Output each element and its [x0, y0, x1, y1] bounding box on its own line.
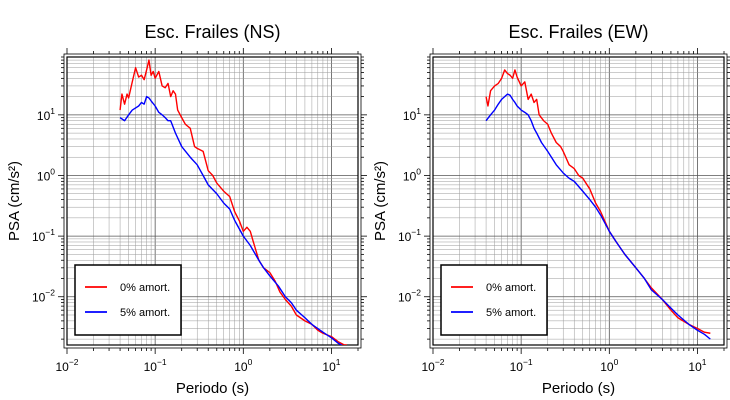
chart-title: Esc. Frailes (NS) [144, 22, 280, 42]
y-tick-label: 101 [37, 106, 55, 123]
legend: 0% amort. 5% amort. [440, 264, 548, 336]
legend-box [440, 264, 548, 336]
series-group [119, 59, 347, 345]
legend-label: 0% amort. [486, 282, 536, 294]
y-axis-label: PSA (cm/s²) [6, 161, 23, 241]
y-tick-label: 100 [403, 166, 421, 183]
chart-title: Esc. Frailes (EW) [508, 22, 648, 42]
y-tick-label: 10−2 [398, 288, 421, 305]
y-tick-label: 10−1 [398, 227, 421, 244]
y-axis-label: PSA (cm/s²) [372, 161, 389, 241]
y-tick-label: 10−2 [32, 288, 55, 305]
legend: 0% amort. 5% amort. [74, 264, 182, 336]
x-axis-label: Periodo (s) [176, 380, 249, 397]
x-tick-label: 101 [322, 357, 340, 374]
y-tick-label: 100 [37, 166, 55, 183]
x-tick-label: 10−1 [144, 357, 167, 374]
x-axis-label: Periodo (s) [542, 380, 615, 397]
y-tick-label: 101 [403, 106, 421, 123]
legend-label: 5% amort. [120, 307, 170, 319]
x-tick-label: 10−2 [55, 357, 78, 374]
chart-panel-2: 10−2 10−1 100 101 10−2 10−1 100 101 Esc. Frailes… [372, 22, 730, 397]
y-tick-label: 10−1 [32, 227, 55, 244]
x-tick-label: 100 [234, 357, 252, 374]
x-tick-label: 10−1 [510, 357, 533, 374]
legend-label: 5% amort. [486, 307, 536, 319]
series-line-red [119, 59, 347, 345]
series-line-blue [485, 93, 711, 340]
plot-frame [66, 56, 359, 346]
x-tick-label: 101 [688, 357, 706, 374]
x-tick-label: 100 [600, 357, 618, 374]
chart-panel-1: 10−2 10−1 100 101 10−2 10−1 100 101 Esc. Frailes… [6, 22, 367, 397]
plot-frame-outer [63, 53, 362, 349]
legend-label: 0% amort. [120, 282, 170, 294]
plot-frame-outer [429, 53, 728, 349]
x-tick-label: 10−2 [421, 357, 444, 374]
series-group [485, 69, 711, 340]
series-line-blue [119, 95, 343, 345]
legend-box [74, 264, 182, 336]
plot-frame [432, 56, 725, 346]
